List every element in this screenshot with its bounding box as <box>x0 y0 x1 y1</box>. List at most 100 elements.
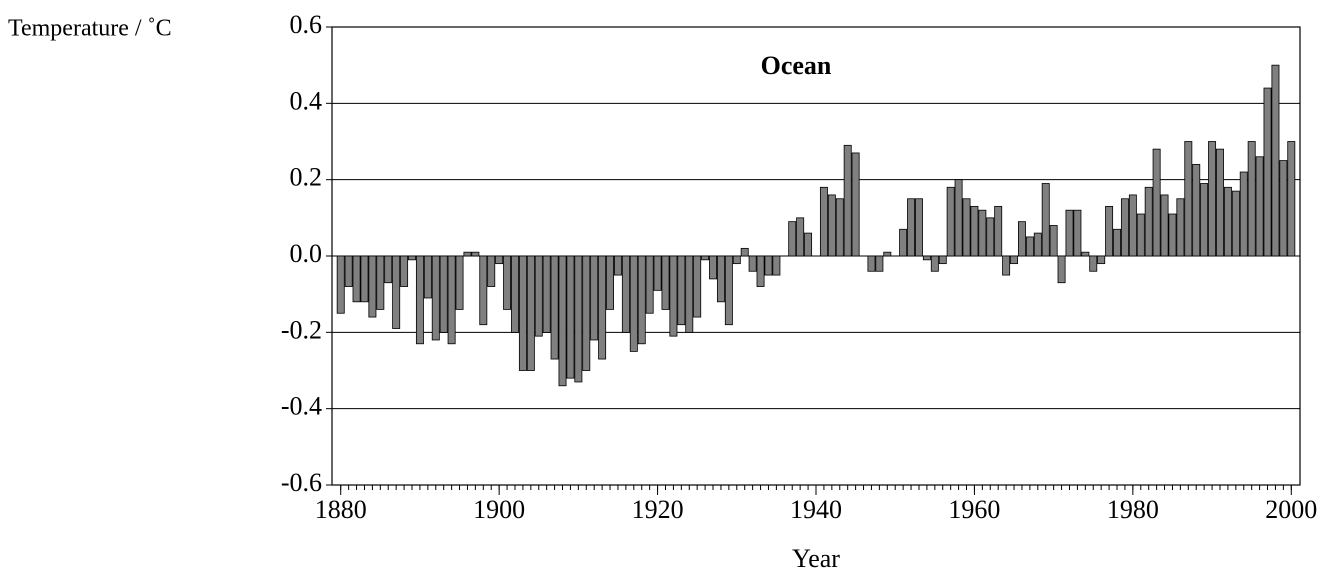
bar <box>368 255 377 318</box>
bar <box>772 255 781 276</box>
bar <box>1002 255 1011 276</box>
bar <box>954 179 963 257</box>
y-tick-label: 0.6 <box>290 10 323 39</box>
bar <box>400 255 409 287</box>
bar <box>669 255 678 337</box>
bar <box>360 255 369 303</box>
bar <box>344 255 353 287</box>
bar <box>1097 255 1106 265</box>
bar <box>653 255 662 291</box>
bar <box>875 255 884 272</box>
bar <box>1041 183 1050 257</box>
bar <box>883 251 892 257</box>
bar <box>1160 194 1169 257</box>
bar <box>994 205 1003 257</box>
bar <box>455 255 464 310</box>
bar <box>1176 198 1185 257</box>
y-tick-label: 0.0 <box>290 239 323 268</box>
bar <box>487 255 496 287</box>
bar <box>1049 225 1058 257</box>
bar <box>392 255 401 329</box>
bar <box>582 255 591 371</box>
bar <box>384 255 393 284</box>
bar <box>1105 205 1114 257</box>
y-axis-label: Temperature / ˚C <box>8 16 172 42</box>
bar <box>598 255 607 360</box>
bar <box>376 255 385 310</box>
bar <box>930 255 939 272</box>
bar <box>439 255 448 333</box>
bar <box>352 255 361 303</box>
bar <box>1216 148 1224 257</box>
bar <box>558 255 567 387</box>
bar <box>1279 160 1288 257</box>
bar <box>819 186 828 257</box>
bar <box>1184 141 1193 257</box>
bar <box>606 255 615 310</box>
bar <box>526 255 535 371</box>
x-tick-label: 1940 <box>790 495 842 524</box>
bar <box>495 255 504 265</box>
bar <box>463 251 472 257</box>
bar <box>1168 213 1177 257</box>
bar <box>804 232 813 257</box>
bar <box>756 255 765 287</box>
x-axis-label: Year <box>792 544 840 573</box>
bar <box>685 255 694 333</box>
bar <box>716 255 725 303</box>
bar <box>1208 141 1217 257</box>
bar <box>503 255 512 310</box>
bar <box>1010 255 1019 265</box>
bar <box>962 198 971 257</box>
bar <box>1136 213 1145 257</box>
bar <box>899 228 908 257</box>
bar <box>408 255 416 261</box>
bar <box>796 217 805 257</box>
bar <box>1200 183 1209 257</box>
bar <box>1192 163 1201 257</box>
y-tick-label: -0.4 <box>281 392 322 421</box>
bar <box>748 255 757 272</box>
bar <box>986 217 995 257</box>
bar <box>740 247 749 257</box>
bar <box>946 186 955 257</box>
chart-title: Ocean <box>761 51 832 80</box>
bar <box>788 221 797 257</box>
y-tick-label: -0.6 <box>281 468 322 497</box>
bar <box>1025 236 1034 257</box>
bar <box>1223 186 1232 257</box>
bar <box>724 255 733 326</box>
bar <box>1144 186 1153 257</box>
bar <box>479 255 488 326</box>
bar <box>978 209 987 257</box>
bar <box>629 255 638 352</box>
bar <box>613 255 622 276</box>
bar <box>550 255 559 360</box>
bar <box>867 255 876 272</box>
bar <box>851 152 860 257</box>
bar <box>922 255 931 261</box>
bar <box>693 255 702 318</box>
x-tick-label: 1880 <box>315 495 367 524</box>
bar <box>709 255 717 280</box>
bar <box>1017 221 1026 257</box>
bar <box>732 255 741 265</box>
bar <box>1239 171 1248 257</box>
bar <box>661 255 670 310</box>
bar <box>574 255 583 383</box>
bar <box>534 255 543 337</box>
plot-frame <box>331 26 1301 486</box>
bar <box>431 255 440 341</box>
bar <box>621 255 630 333</box>
bar <box>542 255 551 333</box>
x-tick-label: 1980 <box>1107 495 1159 524</box>
bar <box>1152 148 1161 257</box>
bar <box>518 255 527 371</box>
x-tick-label: 1900 <box>473 495 525 524</box>
bar <box>1065 209 1074 257</box>
bar <box>1255 156 1264 257</box>
bar <box>1263 87 1272 257</box>
bar <box>447 255 456 345</box>
bar <box>1073 209 1082 257</box>
bar <box>764 255 773 276</box>
